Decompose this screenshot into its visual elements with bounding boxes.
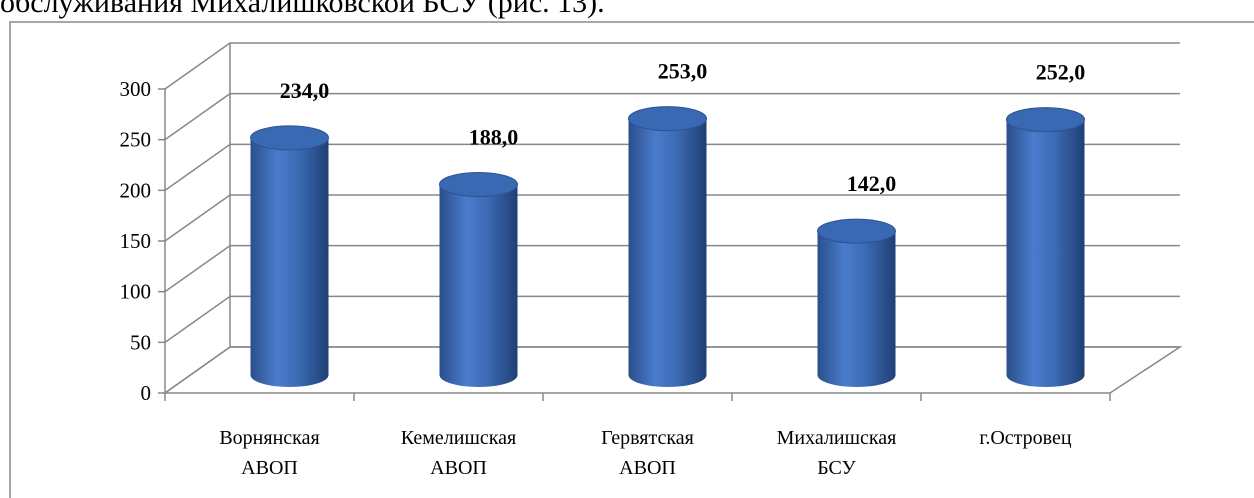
x-tick-label: Михалишская БСУ	[777, 427, 897, 479]
bar-top	[439, 171, 518, 197]
bar-top	[628, 106, 707, 132]
grid-line	[164, 143, 1180, 191]
bar-top	[817, 218, 896, 244]
y-tick-label: 50	[130, 330, 151, 354]
document-text: обслуживания Михалишковской БСУ (рис. 13…	[0, 0, 605, 19]
y-tick-label: 150	[120, 229, 152, 253]
grid-line	[164, 194, 1180, 242]
bar	[250, 137, 329, 387]
value-label: 234,0	[280, 78, 330, 103]
grid-line	[164, 92, 1180, 141]
value-label: 142,0	[847, 171, 897, 196]
bar-top	[250, 125, 329, 151]
value-label: 253,0	[658, 59, 708, 84]
y-tick-label: 200	[120, 178, 152, 202]
y-tick-label: 250	[120, 128, 152, 152]
bar	[1006, 119, 1085, 387]
x-tick-label: г.Островец	[979, 427, 1071, 449]
grid-line	[164, 42, 1180, 90]
value-label: 188,0	[469, 124, 519, 149]
bar	[628, 118, 707, 388]
bar	[817, 231, 896, 387]
y-tick-label: 300	[120, 77, 152, 101]
bar-top	[1006, 107, 1085, 133]
y-tick-label: 0	[141, 381, 152, 405]
x-tick-label: Кемелишская АВОП	[401, 427, 516, 479]
bar	[439, 184, 518, 387]
x-tick-label: Ворнянская АВОП	[219, 427, 319, 479]
x-tick-label: Гервятская АВОП	[601, 427, 694, 479]
value-label: 252,0	[1036, 60, 1086, 85]
y-tick-label: 100	[120, 280, 152, 304]
